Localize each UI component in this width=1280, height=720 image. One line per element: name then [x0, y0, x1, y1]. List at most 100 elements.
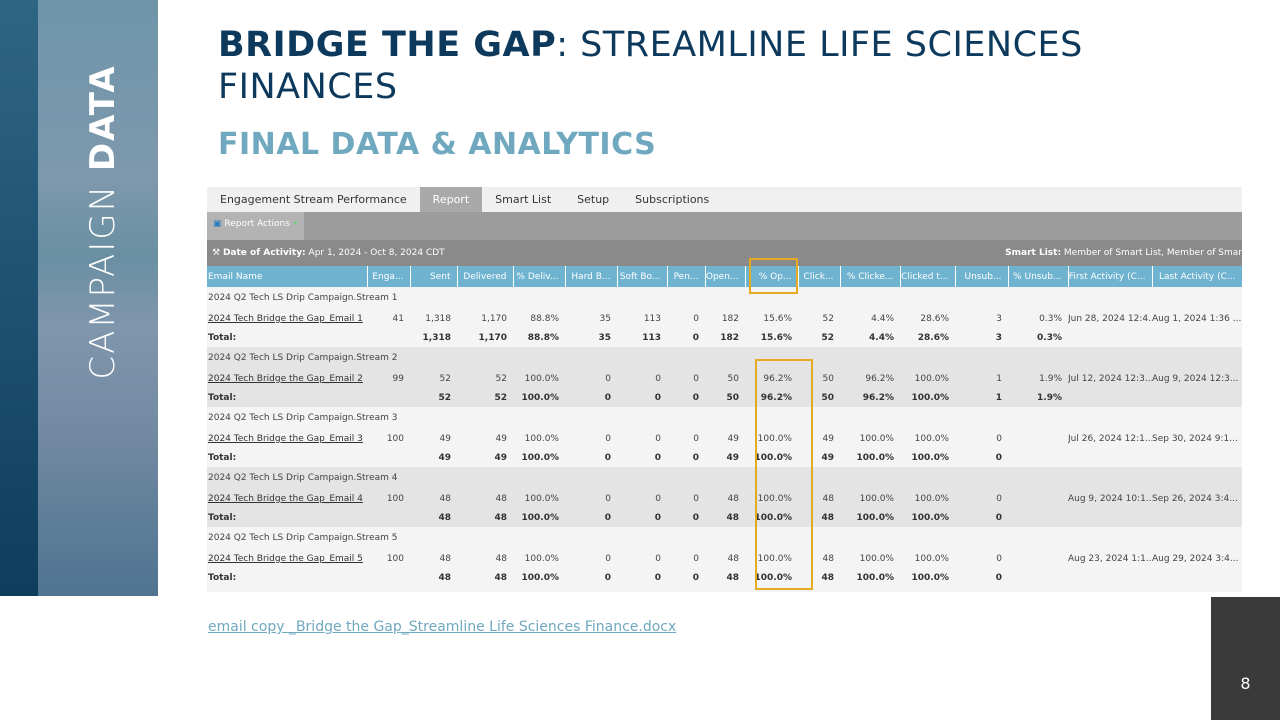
table-cell: 0	[565, 429, 617, 448]
smart-list-value: Member of Smart List, Member of Smar	[1063, 248, 1242, 258]
stream-label: 2024 Q2 Tech LS Drip Campaign.Stream 4	[207, 467, 1242, 489]
column-header[interactable]: Open...	[705, 266, 746, 287]
column-header[interactable]: Enga...	[367, 266, 411, 287]
tab-setup[interactable]: Setup	[577, 193, 610, 206]
column-header[interactable]: Email Name	[207, 266, 368, 287]
column-header[interactable]: Delivered	[457, 266, 514, 287]
table-cell: 100.0%	[745, 508, 798, 527]
smart-list-filter[interactable]: Smart List: Member of Smart List, Member…	[1005, 240, 1242, 266]
column-header[interactable]: Sent	[410, 266, 458, 287]
table-cell	[1008, 448, 1068, 467]
date-value[interactable]: Apr 1, 2024 - Oct 8, 2024 CDT	[308, 248, 445, 258]
table-cell: 100.0%	[900, 568, 955, 587]
table-cell: Aug 1, 2024 1:36 ...	[1152, 309, 1242, 328]
column-header[interactable]: % Clicke...	[840, 266, 901, 287]
column-header[interactable]: Click...	[798, 266, 841, 287]
table-cell: 50	[705, 388, 745, 407]
report-icon: ▣	[213, 219, 225, 229]
table-cell: 52	[457, 369, 513, 388]
table-cell: Aug 29, 2024 3:4...	[1152, 549, 1242, 568]
table-cell	[1068, 508, 1152, 527]
table-cell: 0.3%	[1008, 328, 1068, 347]
stream-row: 2024 Q2 Tech LS Drip Campaign.Stream 4	[207, 467, 1242, 489]
email-link[interactable]: 2024 Tech Bridge the Gap_Email 4	[208, 493, 363, 504]
column-header[interactable]: First Activity (C...	[1068, 266, 1153, 287]
table-cell: 1	[955, 369, 1008, 388]
tab-subscriptions[interactable]: Subscriptions	[635, 193, 710, 206]
table-cell: 49	[457, 429, 513, 448]
table-cell: 100.0%	[840, 568, 900, 587]
tab-report[interactable]: Report	[419, 187, 483, 212]
table-cell: 100.0%	[513, 369, 565, 388]
table-cell	[1152, 568, 1242, 587]
document-link[interactable]: email copy _Bridge the Gap_Streamline Li…	[208, 619, 677, 635]
table-cell: Total:	[207, 328, 367, 347]
column-header[interactable]: % Op...	[745, 266, 799, 287]
table-cell: 48	[798, 568, 840, 587]
table-cell: 96.2%	[745, 369, 798, 388]
stream-label: 2024 Q2 Tech LS Drip Campaign.Stream 1	[207, 287, 1242, 309]
section-title-light: CAMPAIGN	[83, 171, 123, 380]
table-cell	[1008, 508, 1068, 527]
page-title: BRIDGE THE GAP: STREAMLINE LIFE SCIENCES…	[218, 24, 1198, 108]
table-cell: 28.6%	[900, 309, 955, 328]
table-cell: Total:	[207, 568, 367, 587]
table-cell: Aug 9, 2024 10:1...	[1068, 489, 1152, 508]
table-cell: 1,170	[457, 328, 513, 347]
column-header[interactable]: Last Activity (C...	[1152, 266, 1242, 287]
table-cell: Total:	[207, 448, 367, 467]
table-cell	[1152, 328, 1242, 347]
email-link[interactable]: 2024 Tech Bridge the Gap_Email 1	[208, 313, 363, 324]
stream-label: 2024 Q2 Tech LS Drip Campaign.Stream 5	[207, 527, 1242, 549]
table-cell: 49	[705, 448, 745, 467]
column-header[interactable]: Hard B...	[565, 266, 618, 287]
table-cell: 50	[798, 388, 840, 407]
table-cell: Sep 26, 2024 3:4...	[1152, 489, 1242, 508]
column-header[interactable]: Soft Bo...	[617, 266, 668, 287]
table-cell: 0	[617, 489, 667, 508]
table-cell: 100.0%	[513, 429, 565, 448]
tab-engagement-stream-performance[interactable]: Engagement Stream Performance	[220, 193, 407, 206]
column-header[interactable]: Clicked t...	[900, 266, 956, 287]
table-cell: 48	[798, 489, 840, 508]
table-cell	[367, 448, 410, 467]
table-row: 2024 Tech Bridge the Gap_Email 1 41 1,318 1…	[207, 309, 1242, 328]
tab-smart-list[interactable]: Smart List	[495, 193, 552, 206]
actions-bar: ▣ Report Actions •	[207, 212, 1242, 240]
column-header[interactable]: Pen...	[667, 266, 706, 287]
table-cell: 182	[705, 309, 745, 328]
column-header[interactable]: % Deliv...	[513, 266, 566, 287]
table-cell: 0	[617, 448, 667, 467]
table-cell: 49	[457, 448, 513, 467]
table-cell: 100.0%	[900, 429, 955, 448]
stream-label: 2024 Q2 Tech LS Drip Campaign.Stream 2	[207, 347, 1242, 369]
stream-row: 2024 Q2 Tech LS Drip Campaign.Stream 3	[207, 407, 1242, 429]
column-header[interactable]: % Unsub...	[1008, 266, 1069, 287]
table-cell: 0.3%	[1008, 309, 1068, 328]
table-cell: 88.8%	[513, 328, 565, 347]
table-cell: 100.0%	[900, 549, 955, 568]
table-cell	[1152, 388, 1242, 407]
email-link[interactable]: 2024 Tech Bridge the Gap_Email 2	[208, 373, 363, 384]
report-table: Email Name Enga... Sent Delivered% Deliv...…	[207, 266, 1242, 587]
table-cell: 0	[565, 489, 617, 508]
table-cell: 100.0%	[900, 448, 955, 467]
table-cell	[1008, 489, 1068, 508]
email-link[interactable]: 2024 Tech Bridge the Gap_Email 3	[208, 433, 363, 444]
report-tabs: Engagement Stream Performance Report Smart…	[207, 187, 1242, 212]
table-cell	[1068, 388, 1152, 407]
total-row: Total: 48 48 100.0% 0 0 0 48 100.0% 48 100.0% 100.0…	[207, 568, 1242, 587]
report-actions-button[interactable]: ▣ Report Actions •	[207, 212, 305, 240]
table-cell: 0	[617, 369, 667, 388]
email-link[interactable]: 2024 Tech Bridge the Gap_Email 5	[208, 553, 363, 564]
table-cell: Aug 9, 2024 12:3...	[1152, 369, 1242, 388]
table-cell: 1,170	[457, 309, 513, 328]
table-cell	[367, 568, 410, 587]
column-header[interactable]: Unsub...	[955, 266, 1009, 287]
table-cell: 0	[955, 429, 1008, 448]
table-cell: 2024 Tech Bridge the Gap_Email 1	[207, 309, 367, 328]
table-cell: 48	[705, 508, 745, 527]
table-cell: 52	[410, 388, 457, 407]
table-cell	[1008, 429, 1068, 448]
table-cell: 52	[798, 309, 840, 328]
